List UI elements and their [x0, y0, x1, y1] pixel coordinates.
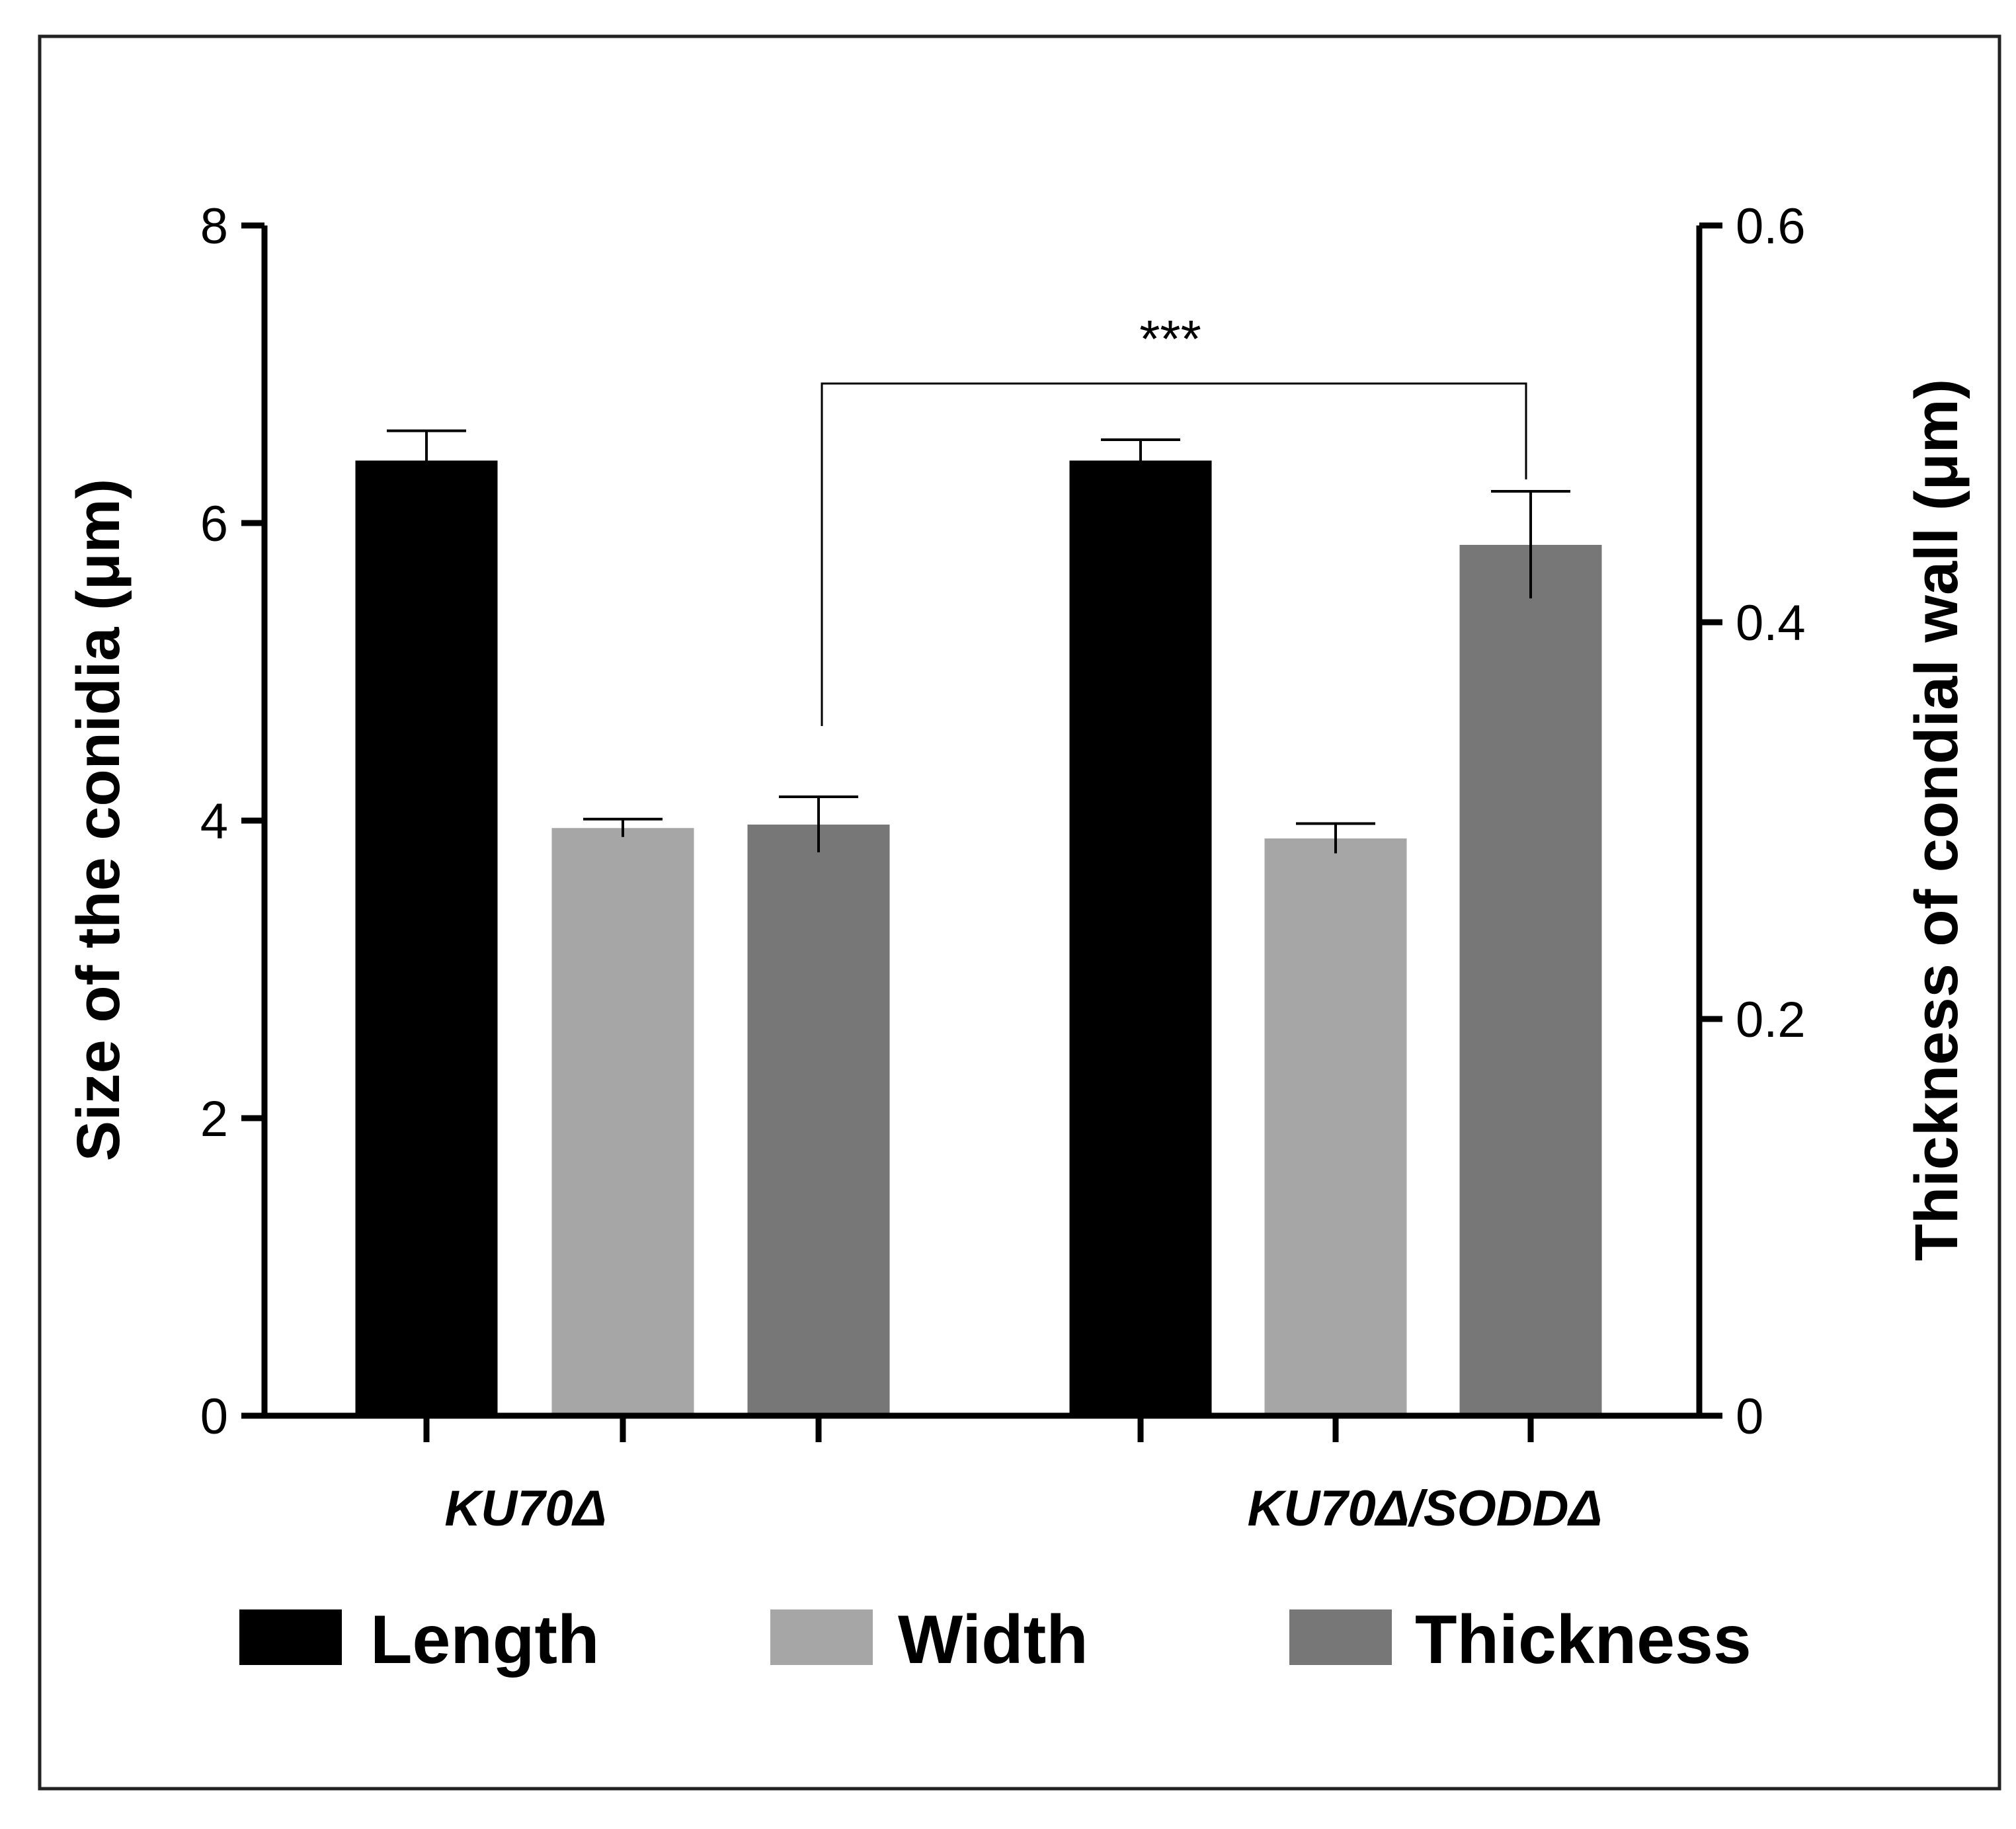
left-tick-label-1: 2 — [200, 1091, 228, 1147]
right-tick-label-1: 0.2 — [1736, 992, 1806, 1048]
bar-thickness-1 — [747, 825, 890, 1416]
legend-swatch-thickness — [1289, 1609, 1392, 1665]
significance-bracket — [821, 382, 1527, 726]
bar-width-2 — [1264, 838, 1407, 1416]
right-y-axis-ticks: 0 0.2 0.4 0.6 — [1699, 198, 1806, 1445]
significance-stars: *** — [1139, 309, 1201, 368]
legend: Length Width Thickness — [239, 1602, 1752, 1678]
left-tick-label-3: 6 — [200, 496, 228, 552]
legend-label-width: Width — [898, 1602, 1088, 1678]
left-y-axis-title: Size of the conidia (μm) — [65, 479, 132, 1162]
legend-swatch-width — [770, 1609, 873, 1665]
right-tick-label-3: 0.6 — [1736, 198, 1806, 255]
legend-swatch-length — [239, 1609, 342, 1665]
bar-width-1 — [551, 828, 694, 1416]
legend-label-length: Length — [370, 1602, 600, 1678]
bar-length-2 — [1069, 460, 1212, 1416]
left-tick-label-0: 0 — [200, 1389, 228, 1445]
bar-length-1 — [355, 460, 498, 1416]
category-label-1: KU70Δ — [444, 1481, 606, 1537]
figure-frame — [38, 34, 2001, 1791]
x-axis-ticks — [423, 1416, 1534, 1442]
left-tick-label-4: 8 — [200, 198, 228, 255]
right-tick-label-2: 0.4 — [1736, 595, 1806, 651]
legend-label-thickness: Thickness — [1415, 1602, 1752, 1678]
bars-group — [355, 429, 1602, 1416]
left-tick-label-2: 4 — [200, 793, 228, 850]
category-label-2: KU70Δ/SODDΔ — [1247, 1481, 1602, 1537]
right-y-axis-title: Thickness of condial wall (μm) — [1903, 379, 1970, 1261]
left-y-axis-ticks: 0 2 4 6 8 — [200, 198, 264, 1445]
right-tick-label-0: 0 — [1736, 1389, 1763, 1445]
bar-thickness-2 — [1459, 545, 1602, 1416]
